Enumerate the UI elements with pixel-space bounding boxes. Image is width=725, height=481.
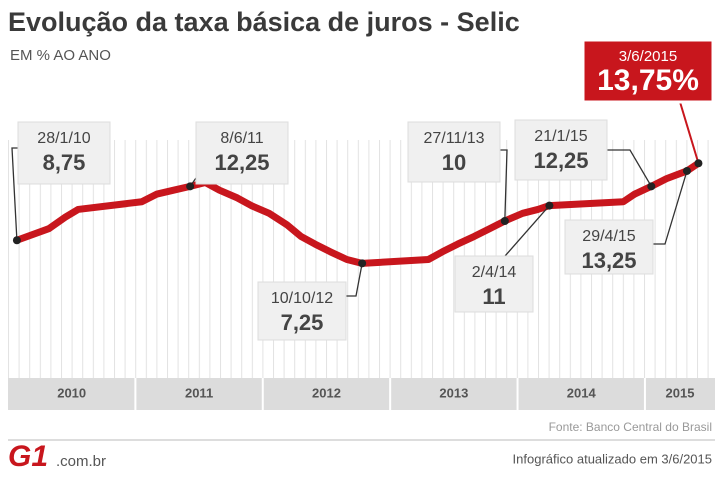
annotation-value: 13,25 — [581, 248, 636, 273]
source: Fonte: Banco Central do Brasil — [549, 420, 712, 434]
annotation-value: 12,25 — [533, 148, 588, 173]
annotation-value: 13,75% — [597, 64, 699, 97]
annotation-date: 10/10/12 — [271, 290, 333, 307]
annotation-box — [581, 38, 715, 104]
x-tick-label: 2014 — [567, 385, 597, 400]
annotation-value: 8,75 — [43, 150, 86, 175]
annotation-dot — [12, 236, 21, 245]
leader-line — [607, 149, 652, 187]
annotation-box — [17, 121, 111, 185]
leader-line — [500, 149, 508, 222]
leader-line — [679, 101, 700, 164]
annotation-dot — [647, 182, 656, 191]
annotation-dot — [545, 201, 554, 210]
annotation-box — [454, 255, 534, 313]
annotation-dot — [500, 217, 509, 225]
x-tick-label: 2011 — [185, 385, 213, 400]
annotation-value: 11 — [482, 284, 505, 309]
x-tick-label: 2010 — [57, 385, 86, 400]
logo-domain: .com.br — [56, 453, 106, 470]
logo-mark: G1 — [8, 440, 48, 473]
annotation-dot — [682, 166, 691, 175]
annotation-date: 8/6/11 — [220, 130, 263, 147]
chart-title: Evolução da taxa básica de juros - Selic — [8, 7, 520, 37]
leader-line — [11, 147, 18, 241]
annotation-date: 2/4/14 — [472, 264, 517, 281]
annotation-date: 27/11/13 — [423, 130, 484, 147]
annotation-date: 3/6/2015 — [619, 48, 677, 65]
annotation-value: 10 — [442, 150, 466, 175]
annotation-value: 7,25 — [281, 310, 324, 335]
leader-line — [346, 263, 363, 297]
x-tick-label: 2015 — [666, 385, 695, 400]
chart-subtitle: EM % AO ANO — [10, 47, 111, 64]
series-line — [13, 159, 702, 267]
annotation-date: 21/1/15 — [534, 128, 587, 145]
year-band — [8, 378, 715, 410]
annotation-dot — [186, 182, 195, 191]
annotation-date: 28/1/10 — [37, 130, 90, 147]
leader-line — [653, 170, 688, 245]
annotation-value: 12,25 — [214, 150, 269, 175]
annotation-box — [564, 219, 654, 275]
leader-line — [504, 205, 550, 257]
annotation-date: 29/4/15 — [582, 228, 635, 245]
annotation-box — [407, 121, 501, 183]
x-tick-label: 2013 — [439, 385, 468, 400]
annotation-dot — [358, 259, 367, 268]
annotation-box — [514, 119, 608, 181]
footer-note: Infográfico atualizado em 3/6/2015 — [513, 451, 712, 466]
x-tick-label: 2012 — [312, 385, 341, 400]
annotation-box — [257, 281, 347, 341]
annotation-dot — [694, 159, 703, 168]
annotation-box — [195, 121, 289, 185]
